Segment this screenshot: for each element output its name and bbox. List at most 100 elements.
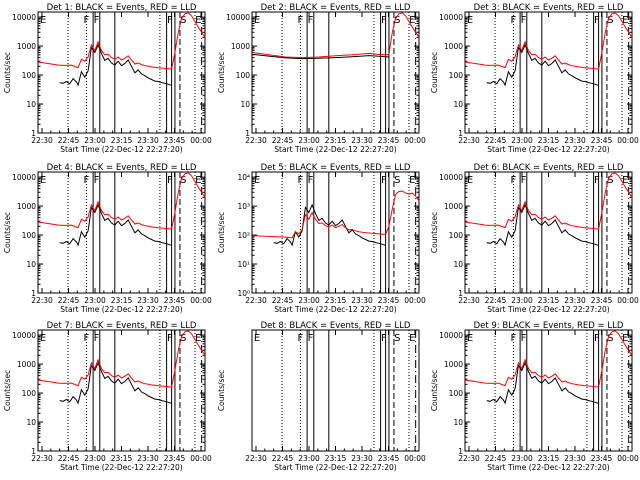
x-tick-label: 23:15 [325, 454, 347, 463]
lld-curve [37, 330, 206, 388]
detector-panel-7: Det 7: BLACK = Events, RED = LLD 1 10 100 10… [3, 321, 212, 472]
x-tick-label: 23:15 [111, 136, 133, 145]
y-tick-label: 10² [237, 231, 250, 240]
y-tick-label: 100 [449, 389, 464, 398]
detector-panel-6: Det 6: BLACK = Events, RED = LLD 1 10 100 10… [430, 163, 639, 314]
events-curve [486, 203, 599, 247]
lld-curve [251, 190, 420, 239]
x-axis-label: Start Time (22-Dec-12 22:27:20) [60, 145, 182, 154]
x-tick-label: 22:45 [58, 296, 80, 305]
phase-mark: E [254, 175, 260, 186]
phase-mark: E [409, 333, 415, 344]
phase-mark: F [298, 175, 304, 186]
y-tick-label: 1000 [231, 42, 250, 51]
phase-mark: F [298, 15, 304, 26]
phase-mark: E [622, 175, 628, 186]
x-tick-label: 23:00 [511, 296, 533, 305]
x-tick-label: 23:30 [137, 454, 159, 463]
y-tick-label: 10000 [226, 13, 250, 22]
y-axis-label: Counts/sec [3, 212, 12, 253]
x-tick-label: 23:45 [164, 136, 186, 145]
y-tick-label: 10⁴ [237, 173, 250, 182]
y-tick-label: 100 [236, 71, 251, 80]
x-axis-label: Start Time (22-Dec-12 22:27:20) [487, 463, 609, 472]
phase-mark: F [381, 333, 387, 344]
phase-mark: F [84, 333, 90, 344]
x-tick-label: 23:45 [378, 454, 400, 463]
y-axis-label: Counts/sec [430, 370, 439, 411]
phase-mark: F [308, 333, 314, 344]
x-axis-label: Start Time (22-Dec-12 22:27:20) [274, 145, 396, 154]
y-tick-label: 1 [245, 129, 250, 138]
y-tick-label: 10 [453, 418, 463, 427]
events-curve [59, 43, 172, 87]
x-tick-label: 22:45 [58, 136, 80, 145]
lld-curve [464, 172, 633, 230]
lld-curve [464, 12, 633, 70]
x-tick-label: 00:00 [617, 296, 639, 305]
panel-title: Det 2: BLACK = Events, RED = LLD [261, 3, 411, 13]
x-axis-label: Start Time (22-Dec-12 22:27:20) [60, 305, 182, 314]
lld-curve [464, 330, 633, 388]
detector-panel-4: Det 4: BLACK = Events, RED = LLD 1 10 100 10… [3, 163, 212, 314]
phase-mark: F [167, 175, 173, 186]
x-tick-label: 22:45 [272, 454, 294, 463]
phase-mark: F [84, 175, 90, 186]
phase-mark: F [167, 333, 173, 344]
x-tick-label: 00:00 [190, 296, 212, 305]
x-axis-label: Start Time (22-Dec-12 22:27:20) [487, 145, 609, 154]
x-tick-label: 23:30 [351, 136, 373, 145]
phase-mark: F [94, 175, 100, 186]
detector-panel-9: Det 9: BLACK = Events, RED = LLD 1 10 100 10… [430, 321, 639, 472]
y-tick-label: 10000 [439, 13, 463, 22]
x-tick-label: 22:45 [272, 136, 294, 145]
y-tick-label: 1 [31, 129, 36, 138]
y-tick-label: 100 [22, 231, 37, 240]
x-tick-label: 23:45 [591, 296, 613, 305]
x-tick-label: 23:30 [351, 296, 373, 305]
x-tick-label: 22:45 [58, 454, 80, 463]
y-tick-label: 10 [26, 260, 36, 269]
phase-mark: S [607, 333, 613, 344]
events-curve [273, 203, 386, 247]
phase-mark: F [84, 15, 90, 26]
phase-mark: F [511, 333, 517, 344]
x-axis-label: Start Time (22-Dec-12 22:27:20) [274, 463, 396, 472]
phase-mark: S [394, 15, 400, 26]
x-tick-label: 22:30 [245, 136, 267, 145]
panel-title: Det 8: BLACK = Events, RED = LLD [261, 321, 411, 331]
y-tick-label: 1000 [444, 202, 463, 211]
phase-mark: F [521, 333, 527, 344]
x-tick-label: 00:00 [617, 454, 639, 463]
y-tick-label: 1 [31, 289, 36, 298]
events-curve [486, 361, 599, 405]
phase-mark: F [594, 15, 600, 26]
y-tick-label: 10³ [237, 202, 250, 211]
y-tick-label: 1000 [17, 360, 36, 369]
y-tick-label: 100 [449, 71, 464, 80]
lld-curve [37, 12, 206, 70]
lld-curve [37, 172, 206, 230]
y-tick-label: 10⁰ [237, 289, 250, 298]
events-curve [486, 43, 599, 87]
phase-mark: E [622, 333, 628, 344]
x-axis-label: Start Time (22-Dec-12 22:27:20) [60, 463, 182, 472]
x-tick-label: 23:30 [564, 454, 586, 463]
phase-mark: S [180, 333, 186, 344]
phase-mark: E [254, 15, 260, 26]
x-tick-label: 23:45 [164, 454, 186, 463]
y-tick-label: 10¹ [237, 260, 250, 269]
y-tick-label: 1000 [17, 42, 36, 51]
y-axis-label: Counts/sec [3, 370, 12, 411]
x-tick-label: 23:15 [111, 296, 133, 305]
y-tick-label: 10000 [439, 331, 463, 340]
phase-mark: E [254, 333, 260, 344]
phase-mark: S [180, 15, 186, 26]
x-tick-label: 23:45 [378, 136, 400, 145]
phase-mark: S [394, 175, 400, 186]
x-tick-label: 23:15 [538, 296, 560, 305]
y-tick-label: 10 [26, 418, 36, 427]
phase-mark: F [521, 175, 527, 186]
phase-mark: F [381, 15, 387, 26]
